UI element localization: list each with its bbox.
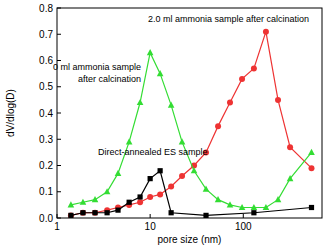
- data-point: [179, 173, 185, 179]
- y-tick-label: 0.7: [39, 29, 53, 40]
- data-point: [203, 213, 208, 218]
- y-axis-label: dV/dlog(D): [5, 89, 16, 137]
- data-point: [104, 210, 109, 215]
- data-point: [191, 167, 198, 173]
- data-point: [309, 165, 315, 171]
- data-point: [157, 70, 164, 76]
- data-point: [203, 186, 210, 192]
- data-point: [215, 196, 222, 202]
- series-line: [71, 171, 312, 216]
- y-tick: [57, 60, 61, 61]
- data-point: [137, 199, 143, 205]
- y-tick: [57, 113, 61, 114]
- data-point: [287, 144, 293, 150]
- x-tick: [243, 214, 244, 218]
- data-point: [68, 212, 74, 218]
- data-point: [239, 76, 245, 82]
- x-tick-label: 10: [145, 221, 157, 232]
- annotation: Direct-annealed ES sample: [98, 147, 208, 157]
- data-point: [275, 97, 281, 103]
- x-tick: [150, 214, 151, 218]
- y-tick-label: 0.1: [39, 186, 53, 197]
- data-point: [309, 205, 314, 210]
- data-point: [80, 199, 87, 205]
- y-tick-label: 0.2: [39, 160, 53, 171]
- annotation: after calcination: [78, 74, 141, 84]
- data-point: [157, 191, 163, 197]
- y-tick: [57, 139, 61, 140]
- y-tick-label: 0.3: [39, 134, 53, 145]
- annotation: 2.0 ml ammonia sample after calcination: [148, 14, 309, 24]
- y-tick: [57, 8, 61, 9]
- data-point: [308, 149, 315, 155]
- data-point: [168, 102, 175, 108]
- data-point: [147, 49, 154, 55]
- y-tick: [57, 165, 61, 166]
- x-tick-label: 100: [235, 221, 252, 232]
- y-tick-label: 0.0: [39, 213, 53, 224]
- data-point: [92, 210, 98, 216]
- annotation: 0 ml ammonia sample: [53, 62, 141, 72]
- data-point: [137, 99, 144, 105]
- data-point: [251, 210, 256, 215]
- x-tick: [57, 214, 58, 218]
- data-point: [168, 184, 174, 190]
- data-point: [239, 204, 246, 210]
- y-tick: [57, 86, 61, 87]
- data-point: [158, 168, 163, 173]
- data-point: [68, 201, 75, 207]
- data-point: [92, 196, 99, 202]
- data-point: [169, 210, 174, 215]
- data-point: [137, 194, 142, 199]
- data-point: [104, 188, 111, 194]
- series-line: [71, 32, 312, 216]
- data-point: [127, 200, 132, 205]
- y-tick-label: 0.6: [39, 55, 53, 66]
- x-axis-label: pore size (nm): [158, 234, 222, 245]
- y-tick-label: 0.5: [39, 81, 53, 92]
- data-point: [80, 210, 86, 216]
- series-line: [71, 53, 312, 208]
- data-point: [80, 210, 85, 215]
- data-point: [215, 123, 221, 129]
- data-point: [92, 210, 97, 215]
- data-point: [251, 65, 257, 71]
- data-point: [115, 208, 120, 213]
- y-tick: [57, 34, 61, 35]
- x-tick-label: 1: [54, 221, 60, 232]
- y-tick-label: 0.8: [39, 3, 53, 14]
- plot-area: [68, 29, 315, 218]
- data-point: [179, 138, 186, 144]
- chart: 0.0 0.1 0.2 0.3 0.4 0.5 0.6 0.7 0.8 1 10 100 pore si…: [0, 0, 332, 247]
- data-point: [227, 100, 233, 106]
- data-point: [275, 196, 282, 202]
- y-tick-label: 0.4: [39, 108, 53, 119]
- data-point: [115, 170, 122, 176]
- y-tick: [57, 218, 61, 219]
- plot-frame: [57, 8, 322, 218]
- data-point: [126, 138, 133, 144]
- data-point: [227, 201, 234, 207]
- data-point: [263, 29, 269, 35]
- data-point: [147, 194, 153, 200]
- data-point: [68, 213, 73, 218]
- data-point: [251, 204, 258, 210]
- data-point: [263, 204, 270, 210]
- y-tick: [57, 191, 61, 192]
- data-point: [287, 175, 294, 181]
- data-point: [148, 176, 153, 181]
